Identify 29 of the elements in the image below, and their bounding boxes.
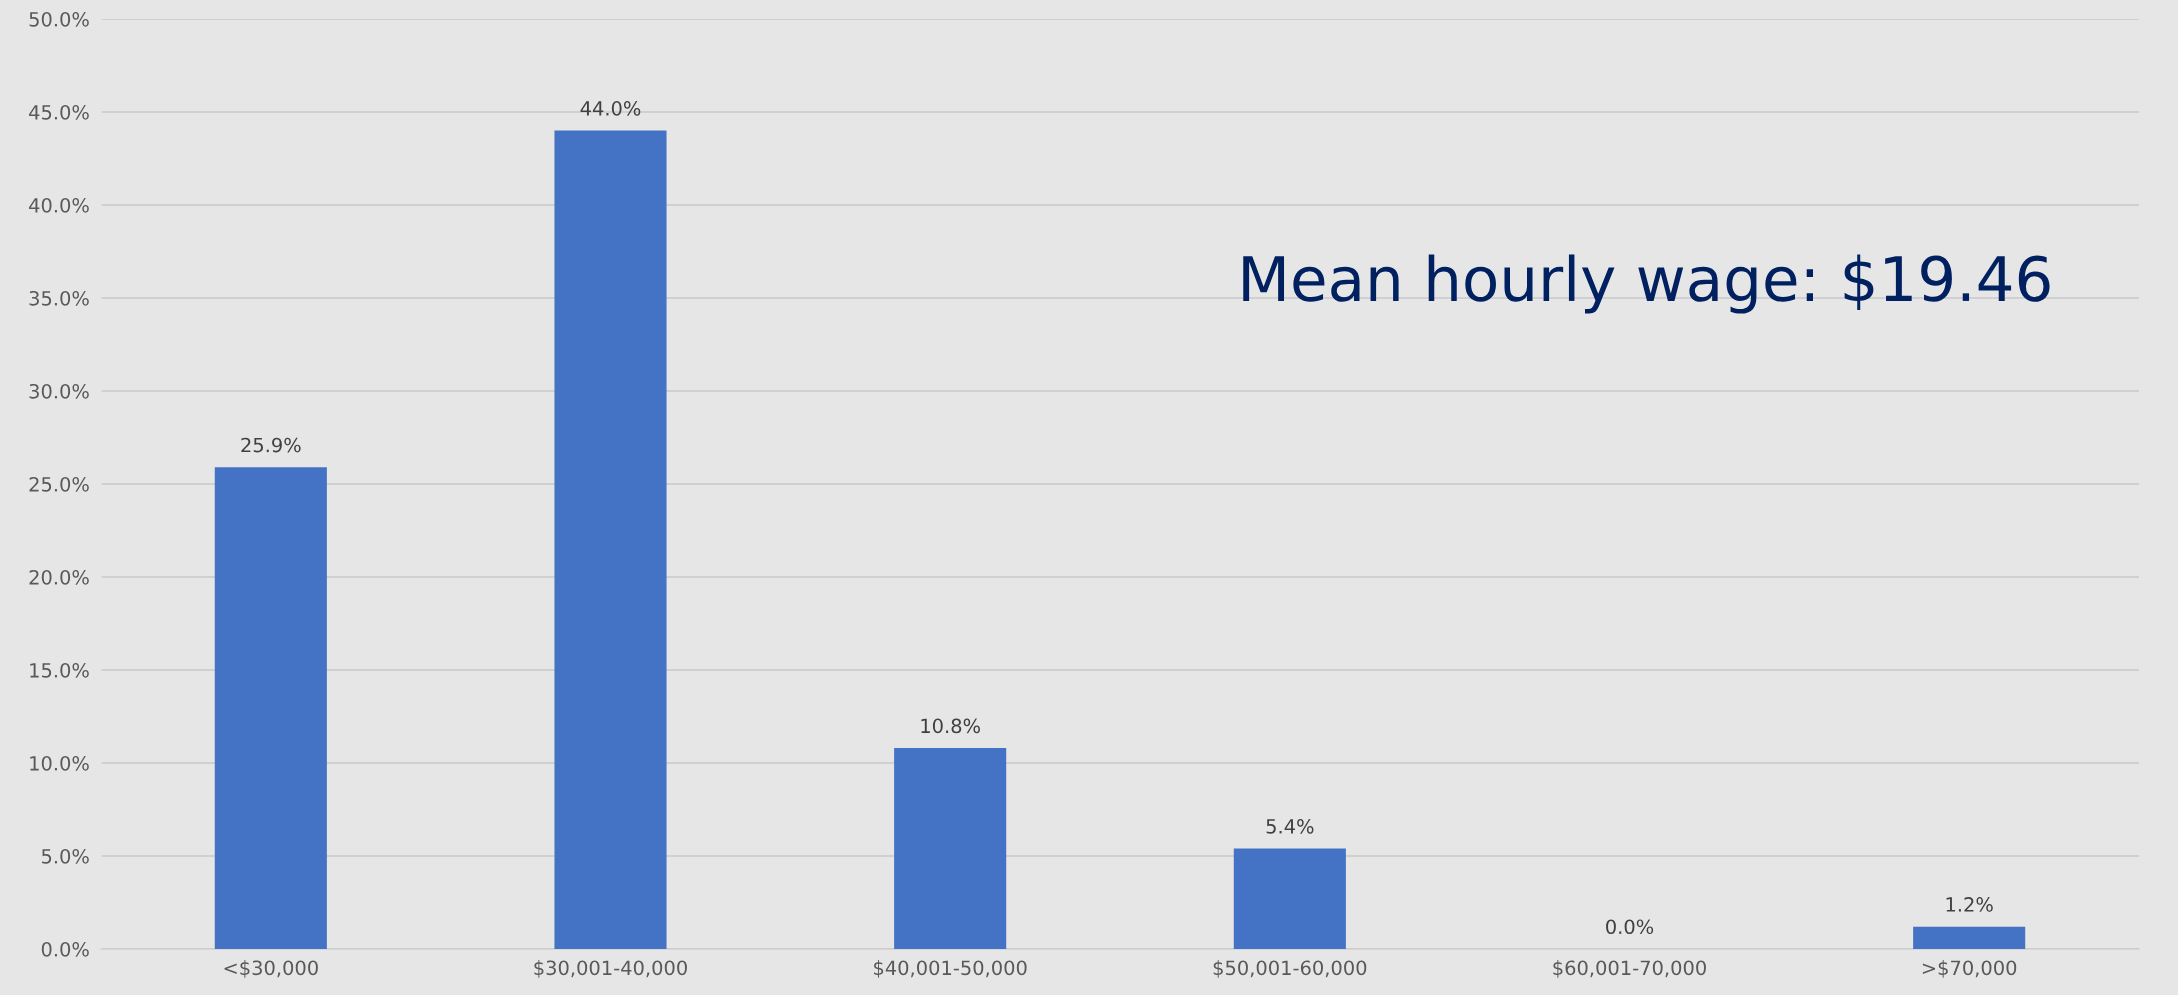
y-tick-label: 50.0%	[29, 11, 89, 27]
annotation: Mean hourly wage: $19.46	[1243, 254, 2050, 314]
data-label: 1.2%	[1946, 897, 1993, 912]
data-label: 10.8%	[921, 718, 980, 734]
bar	[554, 130, 667, 949]
bar	[894, 748, 1007, 949]
x-tick-label: <$30,000	[224, 960, 318, 978]
x-tick-label: $50,001-60,000	[1213, 960, 1367, 978]
data-label: 0.0%	[1606, 919, 1654, 935]
y-tick-label: 45.0%	[29, 104, 89, 120]
data-label: 44.0%	[580, 101, 641, 116]
x-tick-label: $60,001-70,000	[1553, 960, 1706, 978]
x-tick-label: >$70,000	[1922, 960, 2017, 978]
x-tick-label: $30,001-40,000	[534, 960, 687, 978]
y-tick-label: 25.0%	[29, 476, 89, 492]
y-tick-label: 40.0%	[29, 197, 89, 213]
y-tick-label: 0.0%	[41, 941, 89, 957]
bar	[1233, 848, 1346, 949]
bar	[214, 467, 327, 949]
bar	[1913, 926, 2026, 949]
x-tick-label: $40,001-50,000	[874, 960, 1027, 978]
y-tick-label: 15.0%	[30, 662, 89, 678]
data-label: 5.4%	[1266, 818, 1314, 834]
y-tick-label: 20.0%	[29, 569, 89, 585]
y-tick-label: 35.0%	[29, 290, 89, 306]
y-tick-label: 5.0%	[41, 848, 89, 864]
y-tick-label: 30.0%	[29, 383, 89, 399]
y-tick-label: 10.0%	[30, 755, 89, 771]
data-label: 25.9%	[241, 437, 301, 453]
